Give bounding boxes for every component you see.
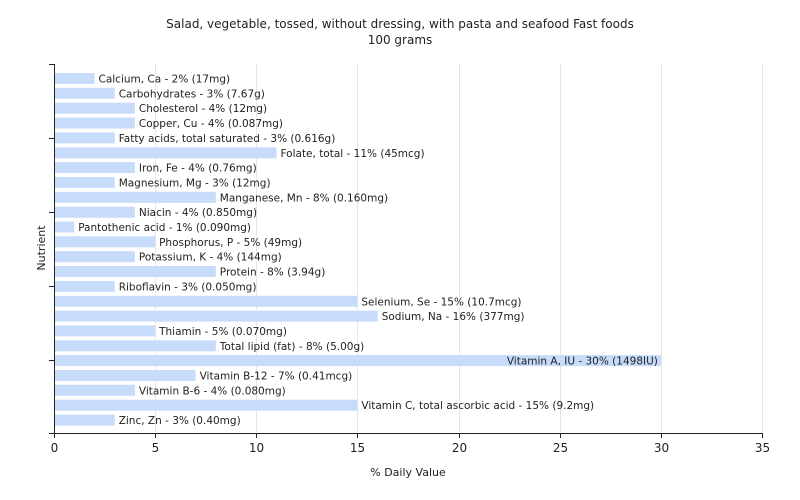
chart-title: Salad, vegetable, tossed, without dressi… (166, 17, 634, 31)
bar (55, 221, 75, 233)
bar-label: Calcium, Ca - 2% (17mg) (99, 74, 231, 86)
bar (55, 340, 216, 352)
bar (55, 280, 115, 292)
bar (55, 102, 135, 114)
bar-label: Total lipid (fat) - 8% (5.00g) (219, 341, 364, 353)
bar (55, 87, 115, 99)
bar (55, 236, 156, 248)
bar-label: Thiamin - 5% (0.070mg) (158, 326, 287, 338)
bar (55, 251, 135, 263)
bar (55, 325, 156, 337)
bar-label: Selenium, Se - 15% (10.7mcg) (361, 296, 521, 308)
x-tick-label: 10 (249, 441, 264, 455)
bar (55, 310, 378, 322)
x-axis-title: % Daily Value (370, 466, 446, 479)
bar-label: Riboflavin - 3% (0.050mg) (119, 281, 257, 293)
axes: 0 5 10 15 20 25 30 35 (49, 64, 770, 455)
bar-label: Iron, Fe - 4% (0.76mg) (139, 163, 257, 175)
chart-title-block: Salad, vegetable, tossed, without dressi… (0, 16, 800, 48)
x-tick-label: 35 (755, 441, 770, 455)
bars (55, 73, 661, 426)
bar (55, 147, 277, 159)
bar-label: Zinc, Zn - 3% (0.40mg) (119, 415, 241, 427)
bar (55, 206, 135, 218)
bar (55, 295, 358, 307)
bar-label: Carbohydrates - 3% (7.67g) (119, 88, 265, 100)
y-axis-title: Nutrient (35, 225, 48, 271)
bar (55, 191, 216, 203)
bar (55, 384, 135, 396)
bar-label: Phosphorus, P - 5% (49mg) (159, 237, 302, 249)
bar (55, 370, 196, 381)
bar-label: Vitamin B-12 - 7% (0.41mcg) (200, 371, 353, 383)
chart-subtitle: 100 grams (367, 33, 433, 47)
bar-label: Cholesterol - 4% (12mg) (139, 103, 267, 115)
bar (55, 414, 115, 426)
bar-label: Vitamin C, total ascorbic acid - 15% (9.… (361, 400, 594, 412)
bar (55, 176, 115, 188)
bar (55, 266, 216, 277)
bar-label: Vitamin A, IU - 30% (1498IU) (507, 356, 658, 368)
bar-labels: Calcium, Ca - 2% (17mg) Carbohydrates - 3… (78, 74, 658, 428)
bar (55, 132, 115, 144)
bar-label: Sodium, Na - 16% (377mg) (382, 311, 525, 323)
bar-label: Magnesium, Mg - 3% (12mg) (119, 177, 271, 189)
bar-label: Fatty acids, total saturated - 3% (0.616… (119, 133, 336, 145)
x-tick-label: 0 (51, 441, 59, 455)
bar (55, 117, 135, 129)
bar (55, 399, 358, 411)
bar (55, 162, 135, 174)
bar-label: Copper, Cu - 4% (0.087mg) (139, 118, 283, 130)
bar (55, 355, 661, 367)
bar (55, 73, 95, 84)
x-tick-label: 30 (654, 441, 669, 455)
bar-label: Protein - 8% (3.94g) (220, 267, 326, 279)
x-tick-label: 15 (350, 441, 365, 455)
bar-label: Niacin - 4% (0.850mg) (139, 207, 257, 219)
x-tick-label: 5 (152, 441, 160, 455)
bar-label: Vitamin B-6 - 4% (0.080mg) (139, 385, 286, 397)
bar-label: Folate, total - 11% (45mcg) (281, 148, 425, 160)
x-tick-label: 25 (553, 441, 568, 455)
bar-label: Pantothenic acid - 1% (0.090mg) (78, 222, 251, 234)
bar-label: Manganese, Mn - 8% (0.160mg) (220, 192, 388, 204)
x-tick-label: 20 (452, 441, 467, 455)
bar-label: Potassium, K - 4% (144mg) (139, 252, 282, 264)
